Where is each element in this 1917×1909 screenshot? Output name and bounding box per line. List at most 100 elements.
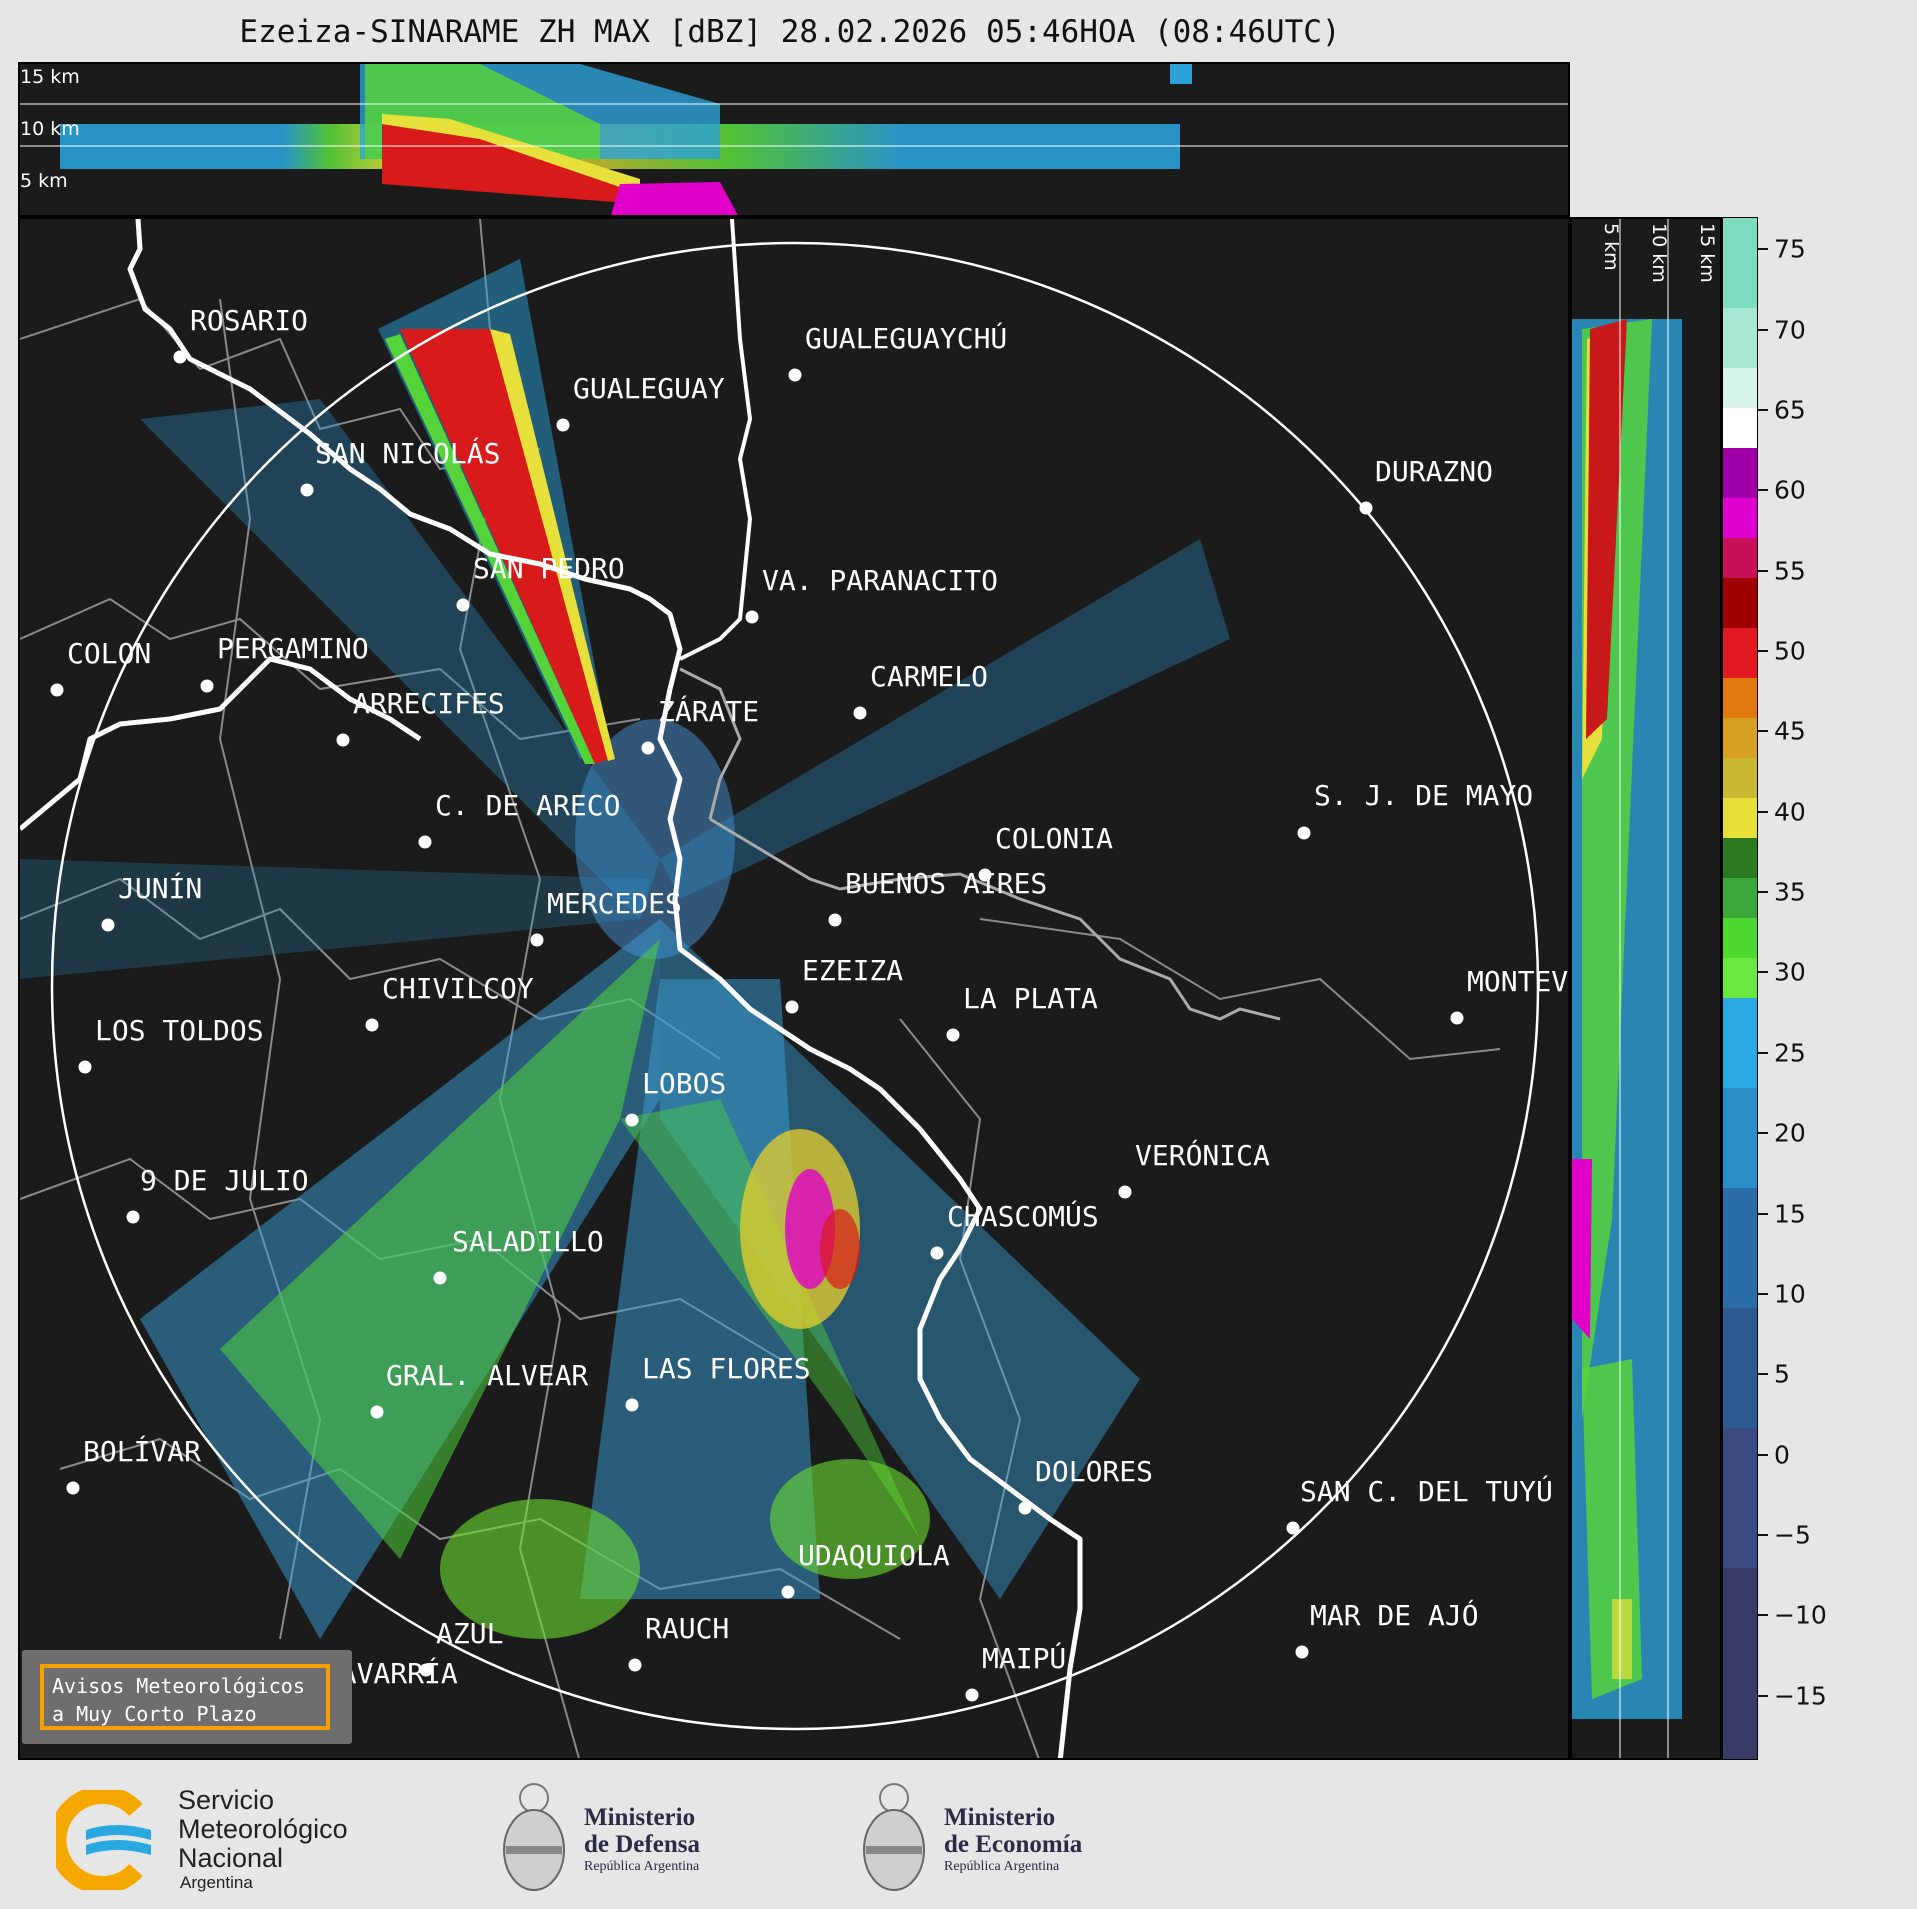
alert-line-2: a Muy Corto Plazo xyxy=(52,1702,257,1726)
city-marker xyxy=(930,1246,944,1260)
city-marker xyxy=(66,1481,80,1495)
city-marker xyxy=(978,868,992,882)
city-marker xyxy=(456,598,470,612)
side-red-core xyxy=(1586,319,1627,739)
city-label: SALADILLO xyxy=(452,1225,604,1258)
colorbar-tick-mark xyxy=(1758,730,1768,733)
city-marker xyxy=(336,733,350,747)
radar-map-svg xyxy=(20,219,1540,1758)
colorbar-tick-label: −15 xyxy=(1774,1681,1827,1711)
colorbar-tick-label: 65 xyxy=(1774,395,1806,425)
city-label: MAR DE AJÓ xyxy=(1310,1599,1479,1632)
city-label: RAUCH xyxy=(645,1612,730,1645)
city-label: LOBOS xyxy=(642,1067,727,1100)
side-altitude-label-15km: 15 km xyxy=(1696,223,1718,283)
city-label: VA. PARANACITO xyxy=(762,564,999,597)
city-label: DOLORES xyxy=(1035,1455,1154,1488)
city-label: MAIPÚ xyxy=(982,1642,1067,1675)
alert-line-1: Avisos Meteorológicos xyxy=(52,1674,305,1698)
colorbar-tick-mark xyxy=(1758,971,1768,974)
city-label: ROSARIO xyxy=(190,304,309,337)
city-label: SAN NICOLÁS xyxy=(315,437,501,470)
colorbar-tick-mark xyxy=(1758,1132,1768,1135)
city-marker xyxy=(1359,501,1373,515)
radar-map-panel[interactable] xyxy=(18,217,1570,1760)
smn-logo-line-1: Servicio xyxy=(178,1785,275,1815)
colorbar-tick-label: 20 xyxy=(1774,1118,1806,1148)
colorbar-tick-label: 15 xyxy=(1774,1199,1806,1229)
city-marker xyxy=(1450,1011,1464,1025)
city-label: COLON xyxy=(67,637,152,670)
colorbar-tick-mark xyxy=(1758,569,1768,572)
colorbar-tick-label: 30 xyxy=(1774,957,1806,987)
coastline xyxy=(20,219,1083,1758)
city-marker xyxy=(1018,1501,1032,1515)
city-marker xyxy=(173,350,187,364)
city-label: GUALEGUAY xyxy=(573,372,725,405)
city-marker xyxy=(433,1271,447,1285)
city-label: ZÁRATE xyxy=(658,695,760,728)
city-label: SAN C. DEL TUYÚ xyxy=(1300,1475,1553,1508)
city-marker xyxy=(365,1018,379,1032)
city-label: MONTEV xyxy=(1467,965,1569,998)
defensa-logo-line-2: de Defensa xyxy=(584,1831,700,1858)
city-marker xyxy=(641,741,655,755)
city-label: CARMELO xyxy=(870,660,989,693)
city-marker xyxy=(788,368,802,382)
colorbar-tick-label: −5 xyxy=(1774,1520,1811,1550)
city-label: GUALEGUAYCHÚ xyxy=(805,322,1008,355)
colorbar-tick-label: 50 xyxy=(1774,636,1806,666)
city-label: LOS TOLDOS xyxy=(95,1014,264,1047)
city-marker xyxy=(828,913,842,927)
side-cross-section-panel: 5 km 10 km 15 km xyxy=(1570,217,1722,1760)
altitude-label-5km: 5 km xyxy=(20,170,68,192)
smn-logo-line-4: Argentina xyxy=(180,1873,253,1892)
city-marker xyxy=(1118,1185,1132,1199)
city-label: VERÓNICA xyxy=(1135,1139,1270,1172)
city-marker xyxy=(946,1028,960,1042)
city-marker xyxy=(1286,1521,1300,1535)
colorbar-tick-mark xyxy=(1758,328,1768,331)
city-label: EZEIZA xyxy=(802,954,904,987)
city-label: DURAZNO xyxy=(1375,455,1494,488)
city-marker xyxy=(781,1585,795,1599)
altitude-label-15km: 15 km xyxy=(20,66,80,88)
colorbar-tick-mark xyxy=(1758,1614,1768,1617)
city-marker xyxy=(1297,826,1311,840)
uruguay-coastline xyxy=(679,667,1281,1021)
city-marker xyxy=(50,683,64,697)
economia-logo-line-1: Ministerio xyxy=(944,1804,1056,1831)
top-cross-section-panel: 15 km 10 km 5 km xyxy=(18,62,1570,217)
city-label: MERCEDES xyxy=(547,887,682,920)
colorbar-tick-mark xyxy=(1758,248,1768,251)
defensa-logo-line-1: Ministerio xyxy=(584,1804,696,1831)
colorbar-tick-label: 5 xyxy=(1774,1359,1790,1389)
city-label: CHIVILCOY xyxy=(382,972,534,1005)
colorbar-tick-mark xyxy=(1758,489,1768,492)
colorbar-tick-label: 25 xyxy=(1774,1038,1806,1068)
colorbar-tick-label: 40 xyxy=(1774,797,1806,827)
city-label: BOLÍVAR xyxy=(83,1435,202,1468)
colorbar-tick-mark xyxy=(1758,1533,1768,1536)
colorbar-tick-mark xyxy=(1758,1373,1768,1376)
range-ring xyxy=(50,241,1540,1731)
smn-logo-icon xyxy=(56,1790,151,1890)
city-marker xyxy=(745,610,759,624)
altitude-label-10km: 10 km xyxy=(20,118,80,140)
city-marker xyxy=(300,483,314,497)
alert-link[interactable]: Avisos Meteorológicos a Muy Corto Plazo xyxy=(40,1664,330,1730)
city-label: PERGAMINO xyxy=(217,632,369,665)
city-marker xyxy=(200,679,214,693)
city-label: COLONIA xyxy=(995,822,1114,855)
colorbar-tick-mark xyxy=(1758,891,1768,894)
economia-logo-line-2: de Economía xyxy=(944,1831,1083,1858)
alert-box[interactable]: Avisos Meteorológicos a Muy Corto Plazo xyxy=(22,1650,352,1744)
colorbar-tick-label: −10 xyxy=(1774,1600,1827,1630)
echo-red-streak xyxy=(400,329,610,764)
city-marker xyxy=(418,835,432,849)
city-marker xyxy=(556,418,570,432)
colorbar-tick-mark xyxy=(1758,1453,1768,1456)
colorbar-tick-label: 55 xyxy=(1774,556,1806,586)
city-label: LAS FLORES xyxy=(642,1352,811,1385)
colorbar-tick-mark xyxy=(1758,1212,1768,1215)
